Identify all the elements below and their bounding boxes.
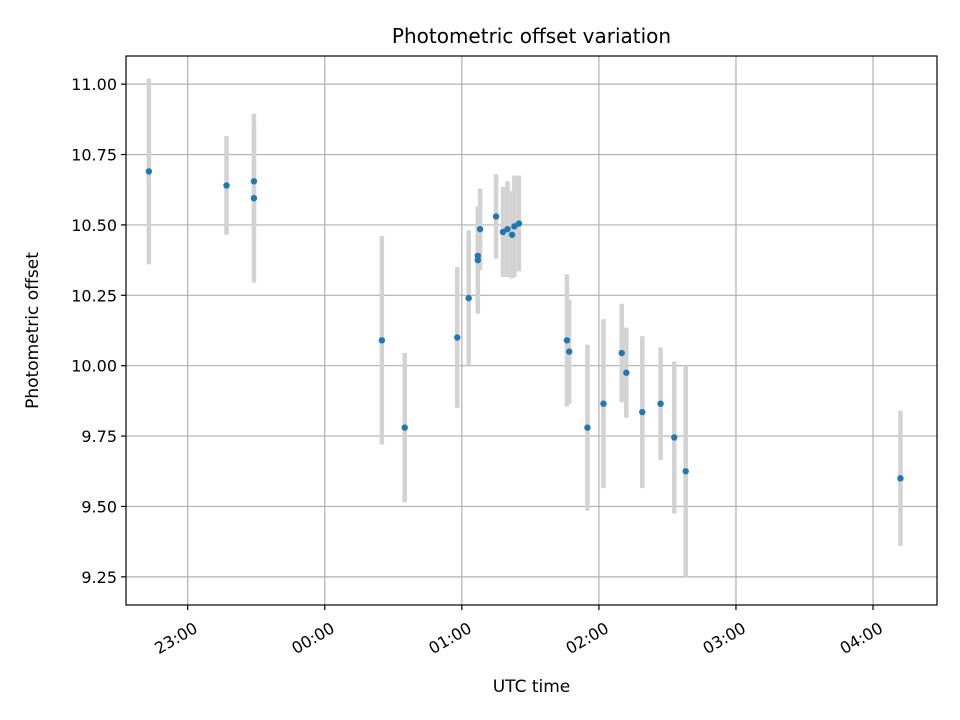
data-point bbox=[508, 231, 516, 238]
x-axis-label: UTC time bbox=[493, 677, 571, 697]
data-point bbox=[454, 334, 461, 341]
data-point bbox=[671, 434, 678, 441]
data-point bbox=[584, 424, 591, 431]
data-point bbox=[474, 252, 482, 260]
grid bbox=[126, 56, 937, 605]
data-point bbox=[657, 400, 664, 407]
data-point bbox=[897, 475, 904, 482]
data-point bbox=[565, 348, 573, 355]
data-point bbox=[250, 194, 258, 202]
data-point bbox=[623, 369, 630, 376]
y-tick-label: 11.00 bbox=[71, 75, 117, 94]
data-points bbox=[145, 168, 904, 482]
data-point bbox=[378, 337, 386, 344]
data-point bbox=[250, 178, 258, 185]
data-point bbox=[682, 468, 689, 475]
data-point bbox=[499, 228, 507, 236]
y-tick-label: 10.25 bbox=[71, 286, 117, 305]
data-point bbox=[492, 213, 500, 220]
y-tick-label: 9.75 bbox=[81, 427, 117, 446]
y-tick-label: 9.50 bbox=[81, 497, 117, 516]
y-tick-label: 9.25 bbox=[81, 568, 117, 587]
data-point bbox=[515, 220, 523, 227]
y-tick-label: 10.75 bbox=[71, 146, 117, 165]
data-point bbox=[511, 223, 518, 230]
data-point bbox=[600, 400, 607, 407]
data-point bbox=[639, 408, 646, 416]
data-point bbox=[504, 225, 511, 233]
data-point bbox=[223, 182, 230, 189]
y-tick-label: 10.00 bbox=[71, 357, 117, 376]
chart-title: Photometric offset variation bbox=[392, 24, 671, 48]
y-axis-ticks: 9.25 9.50 9.75 10.00 10.25 10.50 10.75 11.00 bbox=[71, 75, 126, 587]
data-point bbox=[618, 349, 625, 357]
y-tick-label: 10.50 bbox=[71, 216, 117, 235]
data-point bbox=[563, 337, 571, 344]
data-point bbox=[465, 294, 472, 302]
data-point bbox=[145, 168, 153, 175]
plot-frame bbox=[125, 55, 938, 606]
data-point bbox=[476, 225, 484, 233]
y-axis-label: Photometric offset bbox=[23, 252, 43, 409]
data-point bbox=[401, 424, 408, 431]
